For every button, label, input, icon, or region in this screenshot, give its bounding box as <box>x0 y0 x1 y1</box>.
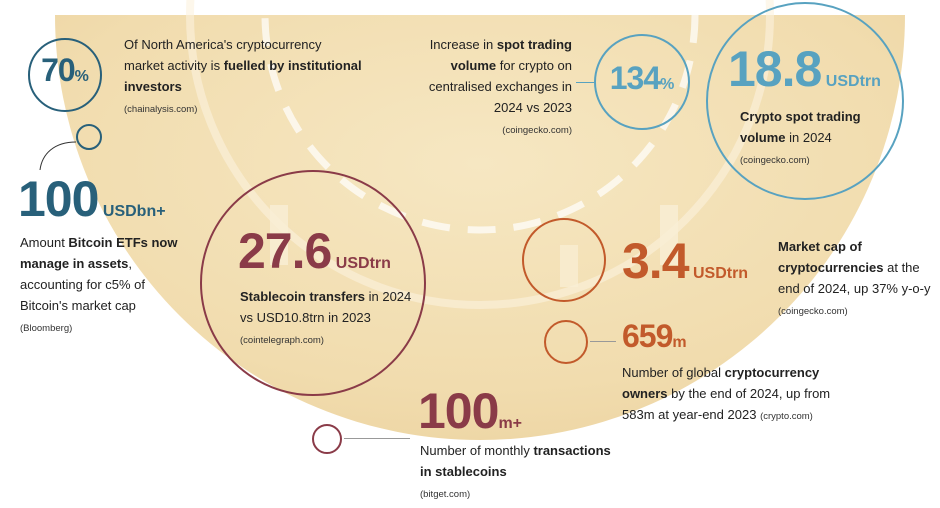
etf-source: (Bloomberg) <box>20 323 73 334</box>
stablecoin-text: in 2024 vs USD10.8trn in 2023 <box>240 289 412 325</box>
owners-ring <box>544 320 588 364</box>
spot-volume-value: 18.8 <box>728 41 822 97</box>
market-cap-figure: 3.4 USDtrn <box>622 232 748 290</box>
etf-figure: 100 USDbn+ <box>18 170 166 228</box>
market-cap-text: at the end of 2024, up 37% y-o-y <box>778 260 931 296</box>
etf-text: Amount <box>20 235 69 250</box>
transactions-source: (bitget.com) <box>420 489 471 500</box>
owners-source: (crypto.com) <box>760 411 813 422</box>
stablecoin-source: (cointelegraph.com) <box>240 335 324 346</box>
na-connector <box>39 141 77 171</box>
spot-growth-value: 134 <box>609 60 661 96</box>
owners-figure: 659m <box>622 318 687 355</box>
transactions-figure: 100m+ <box>418 382 522 440</box>
etf-bold-text: Bitcoin ETFs now manage in assets <box>20 235 178 271</box>
stablecoin-figure: 27.6 USDtrn <box>238 222 391 280</box>
spot-growth-figure: 134% <box>594 60 690 97</box>
transactions-ring <box>312 424 342 454</box>
owners-connector <box>590 341 616 342</box>
spot-volume-unit: USDtrn <box>825 73 881 90</box>
na-figure: 70% <box>28 52 102 89</box>
transactions-value: 100 <box>418 383 499 439</box>
na-description: Of North America's cryptocurrency market… <box>124 34 364 120</box>
transactions-unit: m+ <box>498 415 523 432</box>
spot-growth-description: Increase in spot trading volume for cryp… <box>400 34 572 141</box>
stablecoin-value: 27.6 <box>238 223 332 279</box>
na-ring <box>28 38 102 112</box>
spot-volume-figure: 18.8 USDtrn <box>728 40 881 98</box>
stablecoin-ring <box>200 170 426 396</box>
transactions-text: Number of monthly <box>420 443 534 458</box>
owners-text-post: by the end of 2024, up from 583m at year… <box>622 386 831 422</box>
na-value: 70 <box>41 52 76 88</box>
market-cap-value: 3.4 <box>622 233 690 289</box>
spot-growth-text-post: for crypto on centralised exchanges in 2… <box>428 58 572 115</box>
spot-growth-bold-text: spot trading volume <box>450 37 572 73</box>
market-cap-description: Market cap of cryptocurrencies at the en… <box>778 236 934 322</box>
spot-volume-ring <box>706 2 904 200</box>
spot-volume-source: (coingecko.com) <box>740 155 810 166</box>
spot-volume-bold-text: Crypto spot trading volume <box>740 109 861 145</box>
spot-growth-unit: % <box>660 76 675 93</box>
stablecoin-bold-text: Stablecoin transfers <box>240 289 365 304</box>
spot-growth-connector <box>576 82 594 83</box>
spot-growth-source: (coingecko.com) <box>502 125 572 136</box>
market-cap-source: (coingecko.com) <box>778 306 848 317</box>
stablecoin-unit: USDtrn <box>335 255 391 272</box>
transactions-description: Number of monthly transactions in stable… <box>420 440 620 505</box>
market-cap-ring <box>522 218 606 302</box>
spot-volume-description: Crypto spot trading volume in 2024 (coin… <box>740 106 890 171</box>
owners-unit: m <box>672 334 687 351</box>
transactions-bold-text: transactions in stablecoins <box>420 443 611 479</box>
na-text: Of North America's cryptocurrency market… <box>124 37 322 73</box>
etf-text-post: , accounting for c5% of Bitcoin's market… <box>20 256 146 313</box>
spot-volume-text: in 2024 <box>785 130 832 145</box>
na-bold-text: fuelled by institutional investors <box>124 58 362 94</box>
na-unit: % <box>74 68 89 85</box>
owners-value: 659 <box>622 318 673 354</box>
owners-text: Number of global <box>622 365 725 380</box>
etf-value: 100 <box>18 171 99 227</box>
spot-growth-ring <box>594 34 690 130</box>
na-source: (chainalysis.com) <box>124 104 198 115</box>
na-small-ring <box>76 124 102 150</box>
owners-bold-text: cryptocurrency owners <box>622 365 820 401</box>
owners-description: Number of global cryptocurrency owners b… <box>622 362 866 427</box>
market-cap-bold-text: Market cap of cryptocurrencies <box>778 239 884 275</box>
etf-description: Amount Bitcoin ETFs now manage in assets… <box>20 232 180 339</box>
market-cap-unit: USDtrn <box>692 265 749 282</box>
etf-unit: USDbn+ <box>102 203 166 220</box>
transactions-connector <box>344 438 410 439</box>
spot-growth-text: Increase in <box>429 37 497 52</box>
stablecoin-description: Stablecoin transfers in 2024 vs USD10.8t… <box>240 286 426 351</box>
